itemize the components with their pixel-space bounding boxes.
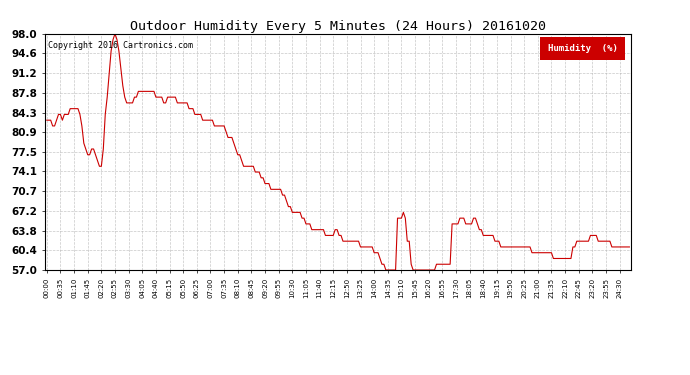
Text: Copyright 2016 Cartronics.com: Copyright 2016 Cartronics.com xyxy=(48,41,193,50)
Title: Outdoor Humidity Every 5 Minutes (24 Hours) 20161020: Outdoor Humidity Every 5 Minutes (24 Hou… xyxy=(130,20,546,33)
